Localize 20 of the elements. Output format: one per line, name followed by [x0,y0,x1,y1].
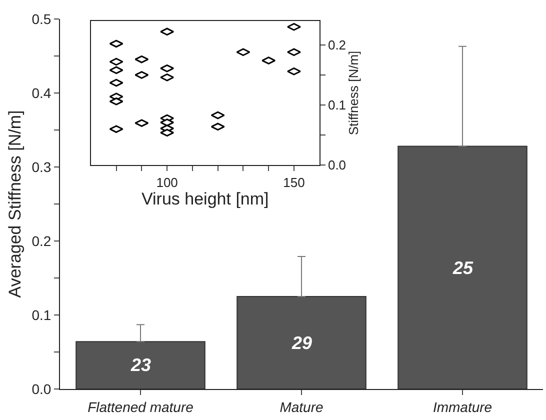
y-axis-title: Stiffness [N/m] [346,50,362,136]
y-tick-label: 0.3 [32,158,52,175]
y-axis-title: Averaged Stiffness [N/m] [5,110,24,298]
y-tick-label: 0.2 [32,232,52,249]
x-tick-label: Mature [280,398,324,415]
y-tick-label: 0.0 [32,380,52,397]
y-tick-label: 0.1 [328,98,346,113]
y-tick-label: 0.1 [32,306,52,323]
y-tick-label: 0.4 [32,84,52,101]
annotation: 23 [130,355,152,375]
x-axis-title: Virus height [nm] [142,190,269,209]
y-tick-label: 0.0 [328,158,346,173]
y-tick-label: 0.5 [32,10,52,27]
x-tick-label: Immature [432,398,492,415]
annotation: 25 [452,258,474,278]
y-tick-label: 0.2 [328,37,346,52]
x-tick-label: 100 [156,174,178,190]
x-tick-label: Flattened mature [88,398,194,415]
annotation: 29 [291,333,312,353]
x-tick-label: 150 [283,174,305,190]
